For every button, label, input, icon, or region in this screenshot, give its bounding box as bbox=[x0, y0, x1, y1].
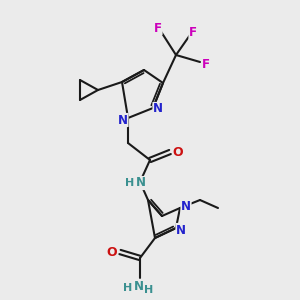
Text: N: N bbox=[134, 280, 144, 292]
Text: O: O bbox=[107, 245, 117, 259]
Text: N: N bbox=[136, 176, 146, 190]
Text: H: H bbox=[144, 285, 154, 295]
Text: N: N bbox=[176, 224, 186, 236]
Text: N: N bbox=[153, 103, 163, 116]
Text: H: H bbox=[125, 178, 135, 188]
Text: N: N bbox=[181, 200, 191, 214]
Text: F: F bbox=[202, 58, 210, 70]
Text: F: F bbox=[154, 22, 162, 34]
Text: F: F bbox=[189, 26, 197, 40]
Text: H: H bbox=[123, 283, 133, 293]
Text: O: O bbox=[173, 146, 183, 158]
Text: N: N bbox=[118, 113, 128, 127]
